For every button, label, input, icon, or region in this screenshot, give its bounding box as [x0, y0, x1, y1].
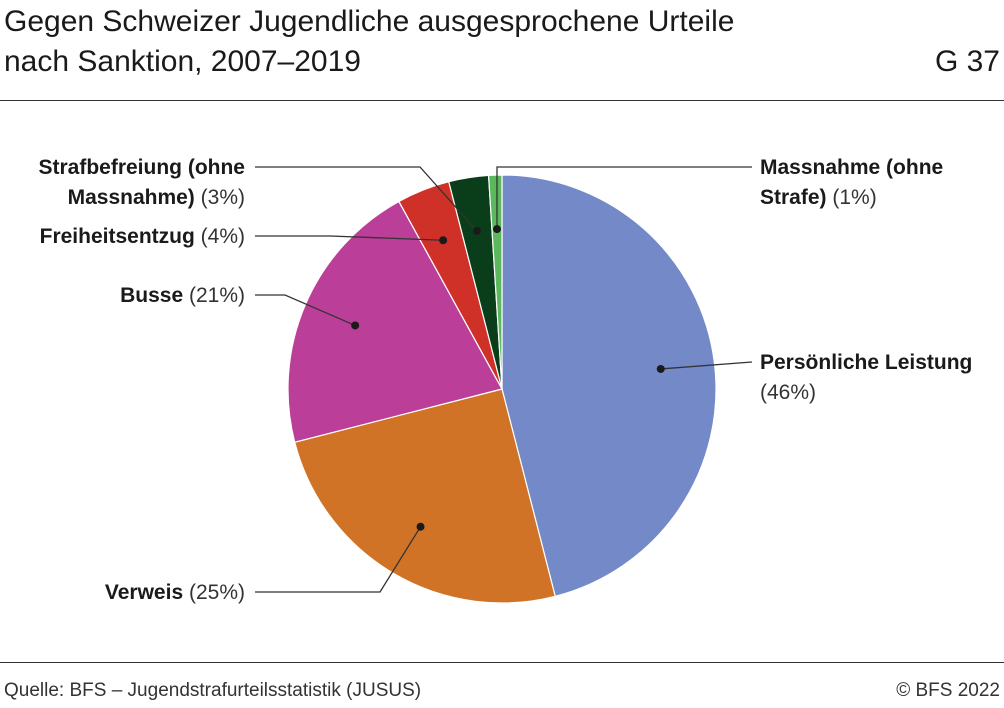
value-label: (4%): [200, 225, 245, 248]
copyright: © BFS 2022: [896, 680, 1000, 701]
chart-id: G 37: [934, 45, 1000, 78]
leader-line: [660, 361, 753, 370]
leader-line: [255, 526, 422, 593]
slice-label: Persönliche Leistung (46%): [760, 348, 1000, 408]
leader-dot: [416, 522, 425, 531]
header-rule: [0, 100, 1004, 101]
leader-dot: [439, 236, 448, 245]
value-label: (46%): [760, 381, 817, 404]
value-label: (3%): [200, 186, 245, 209]
pie-slice: [293, 388, 556, 604]
value-label: (1%): [832, 186, 877, 209]
leader-line: [496, 166, 752, 230]
leader-dot: [472, 226, 481, 235]
leader-dot: [656, 364, 665, 373]
category-label: Massnahme (ohne Strafe): [760, 156, 944, 209]
category-label: Persönliche Leistung: [760, 351, 973, 374]
leader-dot: [351, 321, 360, 330]
value-label: (25%): [188, 581, 245, 604]
source: Quelle: BFS – Jugendstrafurteilsstatisti…: [4, 680, 422, 701]
slice-label: Freiheitsentzug (4%): [5, 222, 245, 252]
category-label: Freiheitsentzug: [39, 225, 195, 248]
leader-dot: [492, 225, 501, 234]
leader-line: [255, 166, 478, 232]
slice-label: Busse (21%): [5, 281, 245, 311]
leader-line: [255, 294, 356, 327]
slice-label: Strafbefreiung (ohne Massnahme) (3%): [5, 153, 245, 213]
leader-line: [255, 235, 444, 241]
value-label: (21%): [188, 284, 245, 307]
category-label: Busse: [120, 284, 184, 307]
slice-label: Massnahme (ohne Strafe) (1%): [760, 153, 980, 213]
category-label: Verweis: [104, 581, 184, 604]
category-label: Strafbefreiung (ohne Massnahme): [38, 156, 245, 209]
footer-rule: [0, 662, 1004, 663]
pie-slice: [501, 174, 717, 598]
slice-label: Verweis (25%): [5, 578, 245, 608]
chart-title: Gegen Schweizer Jugendliche ausgesproche…: [4, 5, 735, 78]
